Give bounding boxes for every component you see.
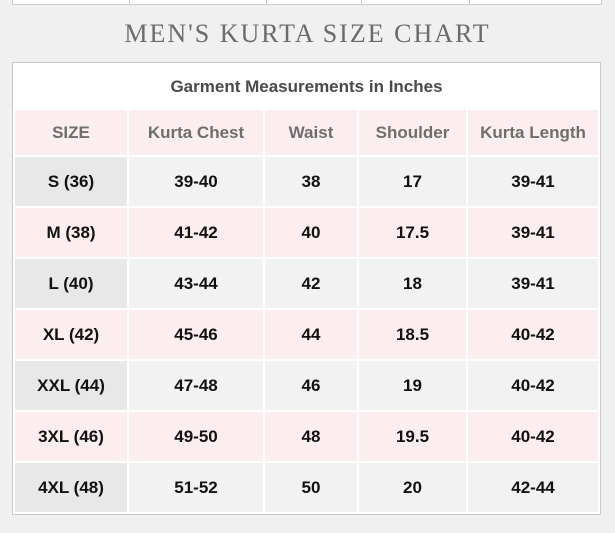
cell-waist: 44: [265, 310, 357, 359]
column-divider: [469, 0, 470, 4]
cell-shoulder: 20: [359, 463, 466, 512]
table-row: M (38) 41-42 40 17.5 39-41: [15, 208, 598, 257]
cell-kurta-chest: 41-42: [129, 208, 263, 257]
cell-size: M (38): [15, 208, 127, 257]
table-row: 3XL (46) 49-50 48 19.5 40-42: [15, 412, 598, 461]
cell-shoulder: 17: [359, 157, 466, 206]
cell-size: S (36): [15, 157, 127, 206]
table-caption: Garment Measurements in Inches: [15, 65, 598, 108]
cell-kurta-length: 40-42: [468, 412, 598, 461]
cell-waist: 42: [265, 259, 357, 308]
column-divider: [129, 0, 130, 4]
previous-table-edge: [12, 0, 602, 5]
cell-waist: 40: [265, 208, 357, 257]
cell-shoulder: 17.5: [359, 208, 466, 257]
page-title: MEN'S KURTA SIZE CHART: [124, 18, 491, 48]
cell-kurta-length: 39-41: [468, 208, 598, 257]
cell-kurta-length: 42-44: [468, 463, 598, 512]
table-row: L (40) 43-44 42 18 39-41: [15, 259, 598, 308]
cell-size: 3XL (46): [15, 412, 127, 461]
cell-size: XXL (44): [15, 361, 127, 410]
title-band: MEN'S KURTA SIZE CHART: [0, 5, 615, 62]
column-divider: [361, 0, 362, 4]
column-header-waist: Waist: [265, 110, 357, 155]
size-chart-table: Garment Measurements in Inches SIZE Kurt…: [12, 62, 601, 515]
cell-size: XL (42): [15, 310, 127, 359]
column-header-kurta-length: Kurta Length: [468, 110, 598, 155]
cell-shoulder: 18.5: [359, 310, 466, 359]
cell-kurta-chest: 47-48: [129, 361, 263, 410]
cell-kurta-length: 40-42: [468, 310, 598, 359]
table-header-row: SIZE Kurta Chest Waist Shoulder Kurta Le…: [15, 110, 598, 155]
cell-shoulder: 19.5: [359, 412, 466, 461]
cell-kurta-chest: 51-52: [129, 463, 263, 512]
cell-kurta-length: 39-41: [468, 157, 598, 206]
table-row: XXL (44) 47-48 46 19 40-42: [15, 361, 598, 410]
cell-size: 4XL (48): [15, 463, 127, 512]
column-header-size: SIZE: [15, 110, 127, 155]
cell-shoulder: 18: [359, 259, 466, 308]
table-row: S (36) 39-40 38 17 39-41: [15, 157, 598, 206]
cell-kurta-length: 39-41: [468, 259, 598, 308]
cell-waist: 48: [265, 412, 357, 461]
cell-kurta-chest: 39-40: [129, 157, 263, 206]
cell-size: L (40): [15, 259, 127, 308]
table-caption-row: Garment Measurements in Inches: [15, 65, 598, 108]
cell-kurta-length: 40-42: [468, 361, 598, 410]
table-row: XL (42) 45-46 44 18.5 40-42: [15, 310, 598, 359]
cell-shoulder: 19: [359, 361, 466, 410]
cell-waist: 46: [265, 361, 357, 410]
column-divider: [266, 0, 267, 4]
cell-kurta-chest: 43-44: [129, 259, 263, 308]
cell-waist: 50: [265, 463, 357, 512]
table-row: 4XL (48) 51-52 50 20 42-44: [15, 463, 598, 512]
column-header-shoulder: Shoulder: [359, 110, 466, 155]
cell-kurta-chest: 49-50: [129, 412, 263, 461]
cell-kurta-chest: 45-46: [129, 310, 263, 359]
cell-waist: 38: [265, 157, 357, 206]
column-header-kurta-chest: Kurta Chest: [129, 110, 263, 155]
